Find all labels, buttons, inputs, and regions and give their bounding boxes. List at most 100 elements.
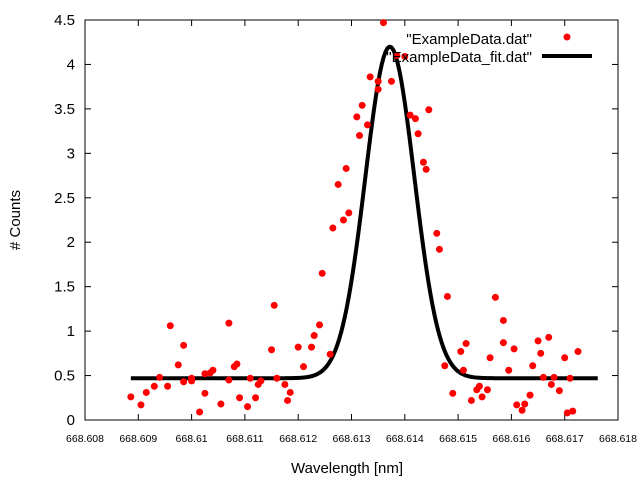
data-point [513, 401, 521, 409]
data-point [246, 374, 254, 382]
y-tick-label: 4 [67, 56, 75, 73]
y-tick-label: 0.5 [54, 368, 75, 385]
x-tick-label: 668.618 [599, 433, 637, 445]
data-point [244, 403, 252, 411]
data-point [233, 360, 241, 368]
data-point [318, 269, 326, 277]
data-point [443, 292, 451, 300]
data-point [569, 407, 577, 415]
data-point [127, 393, 135, 401]
data-point [433, 229, 441, 237]
y-axis-ticks: 0 0.5 1 1.5 2 2.5 3 3.5 4 4.5 [54, 12, 618, 429]
data-point [156, 373, 164, 381]
data-point [150, 382, 158, 390]
data-point [414, 130, 422, 138]
data-point [363, 121, 371, 129]
data-point [457, 348, 465, 356]
data-point [252, 394, 260, 402]
legend-marker-data [563, 33, 571, 41]
x-tick-label: 668.612 [279, 433, 317, 445]
data-point [174, 361, 182, 369]
x-tick-label: 668.609 [119, 433, 157, 445]
data-point [547, 380, 555, 388]
data-point [459, 366, 467, 374]
data-point [188, 377, 196, 385]
x-axis-title: Wavelength [nm] [291, 460, 403, 477]
data-point [475, 382, 483, 390]
data-point [401, 52, 409, 60]
data-point [270, 301, 278, 309]
data-point [300, 363, 308, 371]
data-point [521, 400, 529, 408]
data-point [257, 377, 265, 385]
data-point [467, 396, 475, 404]
data-point [545, 333, 553, 341]
legend-label-fit: "ExampleData_fit.dat" [386, 49, 532, 66]
data-point [294, 343, 302, 351]
x-tick-label: 668.617 [546, 433, 584, 445]
y-tick-label: 3.5 [54, 101, 75, 118]
data-point [342, 164, 350, 172]
data-point [180, 341, 188, 349]
data-point [334, 180, 342, 188]
data-point [435, 245, 443, 253]
data-point [209, 366, 217, 374]
data-point [358, 101, 366, 109]
data-point [340, 216, 347, 224]
data-point [574, 348, 582, 356]
data-point [566, 374, 574, 382]
data-point [236, 394, 244, 402]
x-tick-label: 668.614 [386, 433, 424, 445]
data-point [505, 366, 513, 374]
data-point [137, 401, 145, 409]
data-point [374, 77, 382, 85]
x-tick-label: 668.616 [492, 433, 530, 445]
data-point [526, 391, 534, 399]
plot-frame [84, 19, 619, 421]
data-point [499, 339, 507, 347]
y-tick-label: 0 [67, 412, 75, 429]
x-tick-label: 668.608 [66, 433, 104, 445]
y-tick-label: 2.5 [54, 190, 75, 207]
data-point [411, 115, 419, 123]
data-point [510, 345, 518, 353]
x-tick-label: 668.611 [226, 433, 263, 445]
y-tick-label: 2 [67, 234, 75, 251]
data-point [281, 380, 289, 388]
data-point [561, 354, 569, 362]
y-tick-label: 4.5 [54, 12, 75, 29]
data-point [142, 388, 150, 396]
data-point [478, 393, 486, 401]
x-tick-label: 668.615 [439, 433, 477, 445]
y-axis-title: # Counts [7, 190, 24, 250]
data-point [366, 73, 374, 81]
plot-border [84, 19, 619, 421]
data-point [225, 319, 233, 327]
data-point [217, 400, 225, 408]
data-point [539, 373, 547, 381]
data-point [483, 386, 491, 394]
data-point [379, 19, 387, 27]
data-point [563, 409, 571, 417]
data-point [310, 332, 318, 340]
data-point [441, 362, 449, 370]
data-point [225, 376, 233, 384]
data-point [486, 354, 494, 362]
data-point [284, 396, 292, 404]
data-point [180, 378, 188, 386]
data-point [419, 158, 427, 166]
data-point [537, 349, 545, 357]
data-point [555, 387, 563, 395]
data-point [201, 370, 209, 378]
legend: "ExampleData.dat" "ExampleData_fit.dat" [386, 31, 592, 66]
x-tick-label: 668.61 [176, 433, 208, 445]
data-point [387, 77, 395, 85]
data-point [462, 340, 470, 348]
y-tick-label: 1.5 [54, 279, 75, 296]
x-tick-label: 668.613 [333, 433, 371, 445]
data-point [550, 373, 558, 381]
data-point [356, 132, 363, 140]
data-point [529, 362, 537, 370]
data-point [345, 209, 353, 217]
